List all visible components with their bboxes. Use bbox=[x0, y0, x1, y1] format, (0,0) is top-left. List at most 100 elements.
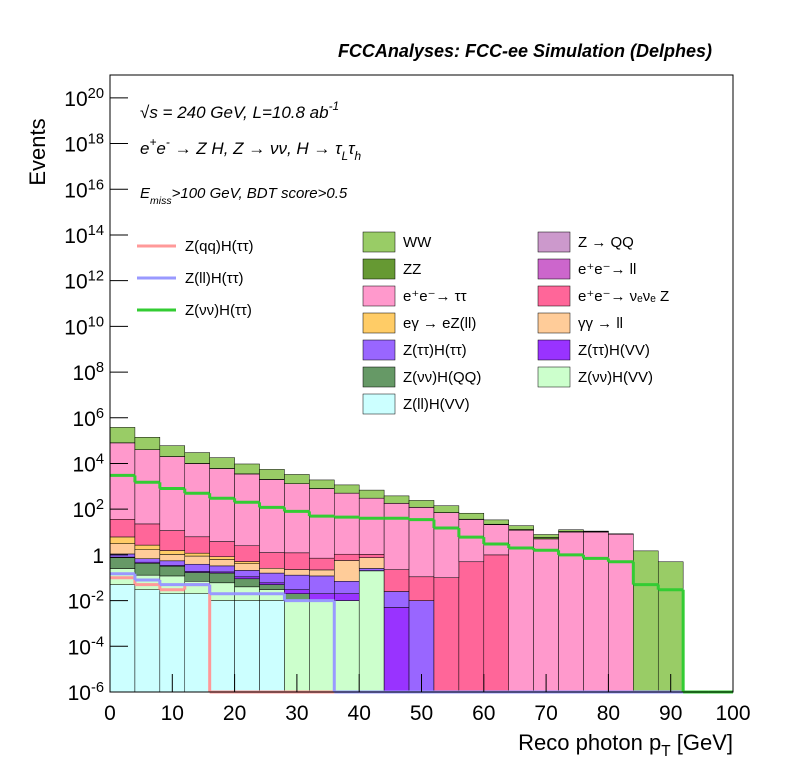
histogram-bar bbox=[134, 523, 161, 546]
histogram-bar bbox=[134, 544, 161, 550]
histogram-bar bbox=[533, 538, 559, 693]
histogram-bar bbox=[383, 591, 410, 608]
histogram-bar bbox=[159, 560, 186, 566]
histogram-bar bbox=[209, 582, 235, 601]
histogram-bar bbox=[184, 463, 210, 538]
x-tick-label: 10 bbox=[161, 702, 184, 725]
histogram-bar bbox=[657, 561, 684, 693]
histogram-bar bbox=[358, 570, 385, 693]
x-tick-label: 40 bbox=[348, 702, 371, 725]
legend-label: Z(ττ)H(ττ) bbox=[403, 342, 467, 359]
histogram-bar bbox=[209, 559, 235, 567]
histogram-bar bbox=[234, 570, 260, 578]
histogram-bar bbox=[334, 553, 360, 561]
histogram-bar bbox=[483, 554, 509, 693]
histogram-bar bbox=[408, 500, 435, 508]
y-tick-label: 106 bbox=[72, 406, 104, 431]
x-tick-label: 0 bbox=[104, 702, 116, 725]
x-tick-label: 100 bbox=[715, 702, 750, 725]
legend-swatch bbox=[362, 366, 396, 388]
y-tick-label: 1020 bbox=[64, 86, 104, 111]
histogram-bar bbox=[433, 512, 460, 578]
histogram-bar bbox=[408, 576, 435, 601]
histogram-bar bbox=[284, 589, 310, 594]
histogram-bar bbox=[309, 557, 335, 571]
histogram-bar bbox=[209, 600, 235, 693]
histogram-bar bbox=[558, 529, 584, 532]
legend-swatch bbox=[537, 258, 571, 280]
histogram-bar bbox=[209, 457, 235, 469]
histogram-bar bbox=[358, 497, 385, 555]
histogram-bar bbox=[259, 600, 285, 693]
histogram-bar bbox=[209, 556, 235, 560]
histogram-bar bbox=[259, 568, 285, 574]
legend-swatch bbox=[362, 285, 396, 307]
histogram-bar bbox=[134, 449, 161, 525]
histogram-bar bbox=[334, 492, 360, 555]
legend-label: WW bbox=[403, 234, 432, 251]
histogram-bar bbox=[334, 484, 360, 494]
legend-label: eγ → eZ(ll) bbox=[403, 315, 476, 332]
histogram-bar bbox=[159, 530, 186, 551]
histogram-bar bbox=[458, 512, 485, 520]
histogram-bar bbox=[209, 572, 235, 584]
legend-swatch bbox=[362, 312, 396, 334]
histogram-bar bbox=[184, 563, 210, 572]
histogram-bar bbox=[109, 536, 136, 544]
histogram-bar bbox=[508, 525, 534, 530]
histogram-bar bbox=[608, 534, 634, 693]
legend-label: Z(νν)H(ττ) bbox=[185, 302, 252, 319]
legend-label: Z(ττ)H(VV) bbox=[578, 342, 650, 359]
histogram-bar bbox=[184, 555, 210, 565]
histogram-bar bbox=[109, 557, 136, 569]
histogram-bar bbox=[234, 561, 260, 564]
legend-label: γγ → ll bbox=[578, 315, 623, 332]
histogram-bar bbox=[184, 552, 210, 557]
histogram-bar bbox=[234, 473, 260, 547]
histogram-bar bbox=[284, 569, 310, 576]
legend-label: e⁺e⁻→ νₑνₑ Z bbox=[578, 288, 669, 305]
legend-swatch bbox=[537, 312, 571, 334]
histogram-bar bbox=[358, 554, 385, 558]
annotation: e+e- → Z H, Z → νν, H → τLτh bbox=[140, 135, 361, 163]
histogram-bar bbox=[358, 568, 385, 571]
histogram-bar bbox=[234, 576, 260, 580]
legend-swatch bbox=[362, 393, 396, 415]
histogram-bar bbox=[259, 572, 285, 584]
annotation: Emiss>100 GeV, BDT score>0.5 bbox=[140, 185, 348, 207]
legend-label: e⁺e⁻→ ττ bbox=[403, 288, 467, 305]
histogram-bar bbox=[558, 531, 584, 693]
histogram-bar bbox=[383, 569, 410, 592]
x-tick-label: 70 bbox=[534, 702, 557, 725]
histogram-bar bbox=[134, 549, 161, 559]
histogram-bar bbox=[433, 577, 460, 693]
histogram-bar bbox=[583, 531, 609, 693]
x-tick-label: 90 bbox=[659, 702, 682, 725]
legend-swatch bbox=[537, 339, 571, 361]
legend-swatch bbox=[362, 339, 396, 361]
histogram-bar bbox=[433, 505, 460, 513]
histogram-bar bbox=[458, 519, 485, 563]
histogram-bar bbox=[134, 563, 161, 576]
histogram-bar bbox=[184, 536, 210, 554]
y-axis-label: Events bbox=[25, 118, 50, 185]
histogram-bar bbox=[358, 557, 385, 569]
y-tick-label: 10-4 bbox=[68, 634, 104, 659]
x-tick-label: 30 bbox=[285, 702, 308, 725]
histogram-bar bbox=[259, 479, 285, 553]
histogram-bar bbox=[334, 600, 360, 693]
histogram-bar bbox=[334, 593, 360, 601]
histogram-bar bbox=[259, 469, 285, 480]
histogram-bar bbox=[533, 534, 559, 538]
histogram-bar bbox=[383, 607, 410, 693]
histogram-bar bbox=[508, 529, 534, 693]
y-tick-label: 1014 bbox=[64, 223, 104, 248]
chart-title: FCCAnalyses: FCC-ee Simulation (Delphes) bbox=[338, 41, 712, 61]
histogram-bar bbox=[184, 572, 210, 582]
histogram-bar bbox=[209, 541, 235, 557]
histogram-bar bbox=[159, 445, 186, 457]
histogram-bar bbox=[309, 600, 335, 693]
histogram-bar bbox=[483, 524, 509, 556]
histogram-bar bbox=[284, 474, 310, 484]
